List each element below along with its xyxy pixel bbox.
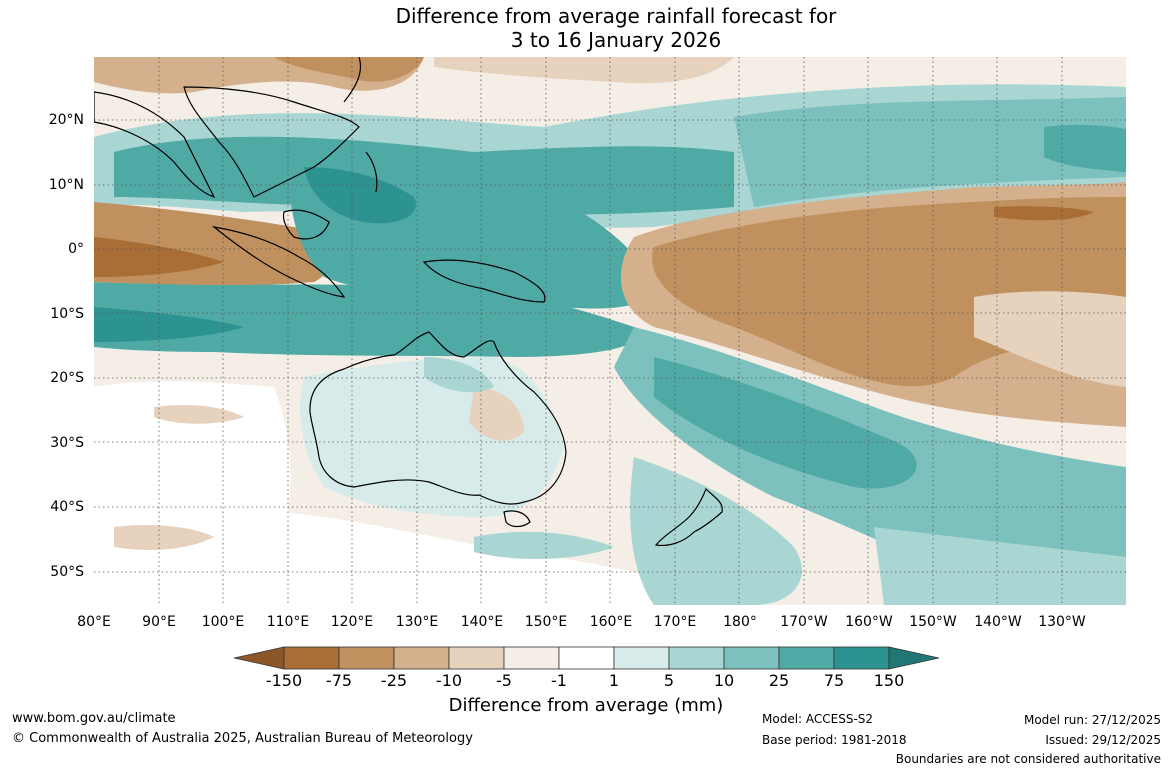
lat-label-equator: 0°: [68, 241, 84, 257]
colorbar-swatch: [338, 646, 395, 670]
lon-label-170e: 170°E: [653, 614, 697, 630]
lon-label-130w: 130°W: [1038, 614, 1086, 630]
colorbar-tick-label: -150: [265, 671, 303, 690]
new-zealand-coastline: [654, 487, 723, 547]
graticule: [94, 57, 1126, 605]
footer-copyright: © Commonwealth of Australia 2025, Austra…: [12, 731, 473, 746]
colorbar-swatch: [668, 646, 725, 670]
title-line-2: 3 to 16 January 2026: [510, 28, 722, 52]
lon-label-150e: 150°E: [524, 614, 568, 630]
colorbar-swatch: [778, 646, 835, 670]
colorbar-tick-label: -25: [380, 671, 408, 690]
colorbar-title: Difference from average (mm): [448, 695, 724, 716]
colorbar-swatch: [613, 646, 670, 670]
new-guinea-coastline: [422, 259, 546, 303]
anomaly-fields: [94, 57, 1126, 605]
colorbar-tick-label: 1: [608, 671, 620, 690]
colorbar-swatch: [833, 646, 890, 670]
colorbar-graphic: [233, 646, 940, 670]
colorbar-swatch: [393, 646, 450, 670]
colorbar-swatch: [283, 646, 340, 670]
colorbar-tick-label: 75: [823, 671, 845, 690]
colorbar-extend-low: [233, 646, 285, 670]
colorbar-swatch: [723, 646, 780, 670]
coastlines: [94, 57, 723, 547]
colorbar-tick-label: -75: [325, 671, 353, 690]
lat-label-20s: 20°S: [50, 370, 84, 386]
colorbar: [233, 646, 940, 670]
tasmania-coastline: [503, 510, 531, 528]
colorbar-tick-label: 5: [663, 671, 675, 690]
india-coastline: [94, 91, 216, 199]
colorbar-tick-label: -10: [435, 671, 463, 690]
lon-label-100e: 100°E: [201, 614, 245, 630]
lon-label-160w: 160°W: [845, 614, 893, 630]
colorbar-tick-label: 150: [873, 671, 905, 690]
lon-label-180: 180°: [723, 614, 757, 630]
lon-label-140w: 140°W: [974, 614, 1022, 630]
title-line-1: Difference from average rainfall forecas…: [395, 4, 837, 28]
lon-label-170w: 170°W: [780, 614, 828, 630]
china-coastline: [343, 57, 362, 103]
colorbar-extend-high: [888, 646, 940, 670]
lon-label-90e: 90°E: [142, 614, 176, 630]
colorbar-swatch: [448, 646, 505, 670]
footer-website-link[interactable]: www.bom.gov.au/climate: [12, 711, 176, 726]
australia-coastline: [309, 331, 567, 505]
lat-label-40s: 40°S: [50, 499, 84, 515]
footer-model: Model: ACCESS-S2: [762, 712, 874, 726]
colorbar-tick-label: -1: [551, 671, 567, 690]
lon-label-120e: 120°E: [330, 614, 374, 630]
lon-label-150w: 150°W: [909, 614, 957, 630]
lon-label-140e: 140°E: [460, 614, 504, 630]
sumatra-java-coastline: [211, 226, 346, 298]
colorbar-tick-label: -5: [496, 671, 512, 690]
lat-label-50s: 50°S: [50, 564, 84, 580]
footer-issued: Issued: 29/12/2025: [1045, 733, 1161, 747]
lon-label-80e: 80°E: [77, 614, 111, 630]
lon-label-110e: 110°E: [266, 614, 310, 630]
colorbar-tick-label: 25: [768, 671, 790, 690]
rainfall-anomaly-map: [94, 57, 1126, 605]
indochina-coastline: [183, 86, 360, 198]
colorbar-swatch: [558, 646, 615, 670]
colorbar-swatch: [503, 646, 560, 670]
lat-label-30s: 30°S: [50, 435, 84, 451]
footer-model-run: Model run: 27/12/2025: [1023, 713, 1161, 727]
lat-label-20n: 20°N: [48, 112, 84, 128]
lat-label-10n: 10°N: [48, 177, 84, 193]
lat-label-10s: 10°S: [50, 306, 84, 322]
lon-label-130e: 130°E: [395, 614, 439, 630]
footer-base-period: Base period: 1981-2018: [762, 733, 907, 747]
borneo-coastline: [282, 209, 330, 240]
map-title: Difference from average rainfall forecas…: [0, 4, 1173, 52]
philippines-coastline: [365, 151, 378, 193]
footer-disclaimer: Boundaries are not considered authoritat…: [895, 752, 1161, 766]
map-canvas: [94, 57, 1126, 605]
lon-label-160e: 160°E: [589, 614, 633, 630]
colorbar-tick-label: 10: [713, 671, 735, 690]
